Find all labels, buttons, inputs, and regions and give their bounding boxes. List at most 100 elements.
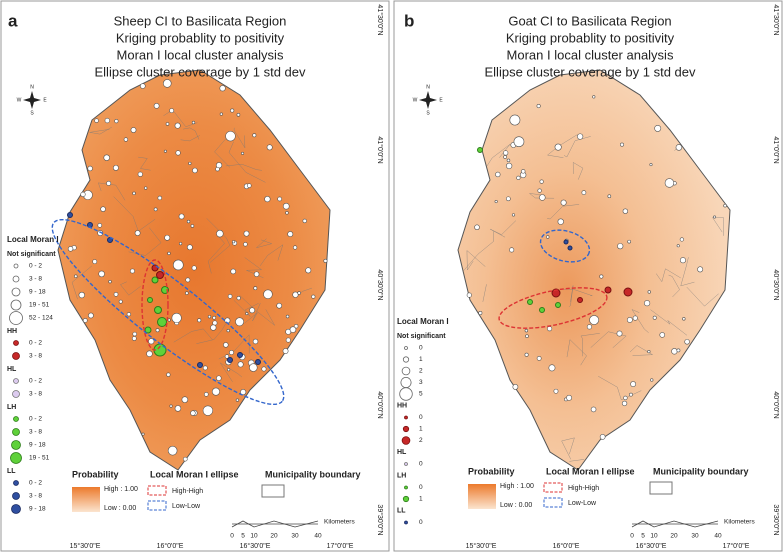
sample-point (503, 155, 507, 159)
sample-point (644, 300, 651, 307)
latitude-label: 41°30'0"N (376, 4, 384, 35)
sample-point (539, 194, 546, 201)
sample-point (181, 396, 189, 403)
municipality-boundary (668, 274, 680, 298)
compass-letter: S (30, 110, 34, 116)
sample-point (599, 274, 604, 279)
compass-letter: W (413, 97, 418, 103)
municipality-boundary (206, 218, 231, 263)
sample-point (100, 206, 106, 212)
sample-point (237, 361, 244, 368)
sample-point (311, 294, 316, 299)
sample-point (74, 274, 78, 278)
municipality-boundary (180, 135, 200, 142)
legend-item: 0 - 2 (29, 340, 42, 347)
sample-point (524, 328, 529, 333)
municipality-boundary (466, 249, 486, 271)
municipality-boundary (546, 134, 578, 158)
low-low-swatch (147, 500, 167, 511)
sample-point (106, 180, 112, 186)
sample-point (679, 257, 687, 264)
sample-point (243, 242, 248, 247)
sample-point (113, 292, 119, 297)
sample-point (227, 294, 233, 299)
legend-item: 0 (419, 414, 423, 421)
sample-point (219, 112, 223, 116)
sample-point (236, 296, 241, 301)
panel: a Sheep CI to Basilicata Region Kriging pr… (7, 4, 384, 549)
sample-point (215, 166, 220, 172)
boundary-swatch (649, 481, 673, 495)
scale-tick: 40 (714, 533, 722, 540)
compass-letter: N (30, 84, 34, 90)
scale-tick: 0 (230, 533, 234, 540)
legend-item: 2 (419, 368, 423, 375)
sample-point (252, 133, 257, 138)
sample-point (87, 165, 93, 172)
sample-point (126, 312, 131, 317)
probability-low: Low : 0.00 (104, 505, 136, 512)
ll-point (237, 352, 243, 358)
municipality-boundary (568, 285, 574, 308)
legend-group: HH (7, 328, 17, 335)
municipality-boundary (463, 231, 494, 271)
legend-item: 1 (419, 356, 423, 363)
sample-point (114, 119, 119, 124)
sample-point (630, 381, 637, 388)
legend-item: 0 - 2 (29, 378, 42, 385)
municipality-boundary (71, 265, 93, 300)
sample-point (627, 239, 631, 244)
sample-point (172, 259, 184, 271)
compass-rose (23, 91, 41, 109)
municipality-boundary (650, 309, 688, 336)
legend-symbol (12, 352, 20, 360)
sample-point (82, 318, 88, 323)
legend-symbol (404, 462, 408, 466)
legend-item: 0 - 2 (29, 263, 42, 270)
sample-point (671, 348, 678, 355)
probability-swatch (468, 484, 496, 509)
scale-tick: 20 (670, 533, 678, 540)
sample-point (266, 144, 273, 151)
panel-label: b (404, 11, 414, 30)
sample-point (162, 79, 172, 88)
sample-point (617, 243, 624, 250)
legend-symbol (404, 520, 408, 525)
title-line: Ellipse cluster coverage by 1 std dev (95, 64, 306, 79)
sample-point (108, 279, 112, 284)
sample-point (509, 247, 515, 253)
legend-symbol (10, 299, 22, 311)
latitude-label: 39°30'0"N (772, 504, 780, 535)
legend-item: 9 - 18 (29, 442, 46, 449)
sample-point (289, 326, 297, 333)
sample-point (509, 114, 521, 126)
legend-symbol (12, 428, 20, 436)
sample-point (175, 150, 181, 156)
ll-point (67, 212, 73, 218)
scale-unit: Kilometers (724, 519, 755, 526)
sample-point (97, 223, 103, 228)
sample-point (103, 154, 110, 161)
sample-point (626, 317, 633, 323)
longitude-label: 16°0'0"E (553, 542, 580, 550)
sample-point (505, 196, 511, 202)
municipality-boundary (490, 220, 517, 238)
sample-point (229, 350, 234, 355)
sample-point (141, 432, 145, 436)
legend-symbol (13, 263, 19, 269)
legend-symbol (9, 311, 23, 325)
sample-point (167, 445, 178, 456)
sample-point (285, 314, 290, 319)
legend-item: 3 - 8 (29, 353, 42, 360)
sample-point (80, 191, 86, 197)
ll-point (567, 245, 573, 251)
sample-point (547, 326, 553, 332)
legend-item: 3 - 8 (29, 391, 42, 398)
sample-point (243, 230, 250, 237)
boundary-legend: Municipality boundary (265, 469, 361, 479)
sample-point (123, 137, 129, 142)
sample-point (235, 398, 240, 402)
low-low-ellipse (51, 218, 285, 406)
sample-point (297, 291, 301, 295)
sample-point (219, 85, 226, 92)
